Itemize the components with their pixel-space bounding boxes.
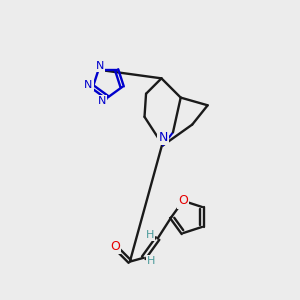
Text: O: O [110, 240, 120, 253]
Text: H: H [146, 230, 154, 240]
Text: H: H [147, 256, 156, 266]
Text: O: O [178, 194, 188, 207]
Text: N: N [84, 80, 92, 90]
Text: N: N [98, 96, 106, 106]
Text: N: N [96, 61, 104, 71]
Text: N: N [158, 131, 168, 144]
